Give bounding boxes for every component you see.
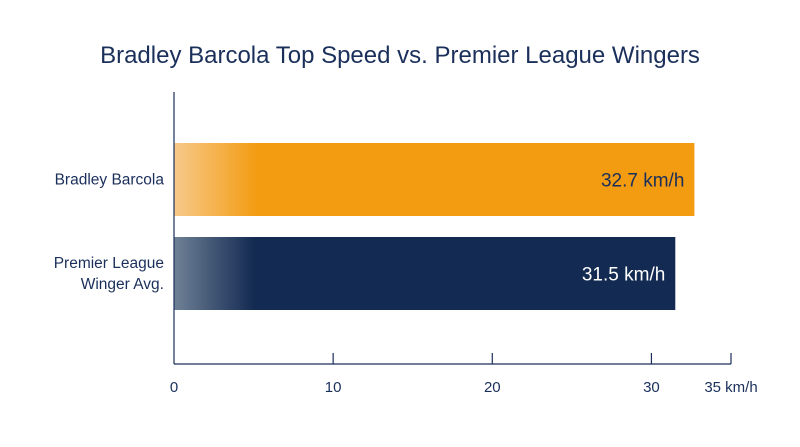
bar-value-label: 31.5 km/h — [582, 265, 665, 286]
category-label: Premier League Winger Avg. — [54, 255, 164, 293]
category-label: Bradley Barcola — [55, 172, 165, 189]
x-tick-label: 30 — [643, 379, 660, 396]
x-tick-label: 10 — [325, 379, 342, 396]
x-tick-label: 0 — [170, 379, 178, 396]
x-tick-label: 35 km/h — [704, 379, 757, 396]
bar — [174, 237, 676, 310]
bar — [174, 143, 695, 216]
chart-title: Bradley Barcola Top Speed vs. Premier Le… — [100, 42, 700, 69]
x-tick-label: 20 — [484, 379, 501, 396]
bar-value-label: 32.7 km/h — [601, 171, 684, 192]
